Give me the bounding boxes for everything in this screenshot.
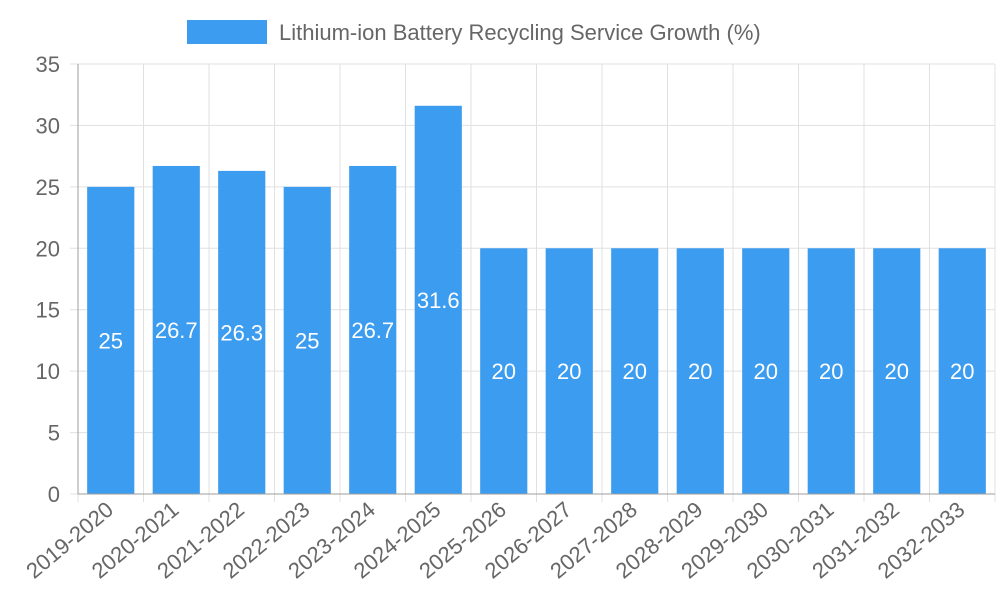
legend-label: Lithium-ion Battery Recycling Service Gr…: [279, 20, 761, 45]
y-tick-label: 35: [36, 52, 60, 77]
x-axis-ticks: 2019-20202020-20212021-20222022-20232023…: [21, 497, 969, 584]
data-label: 20: [819, 359, 843, 384]
bar: [611, 248, 659, 494]
data-label: 25: [295, 328, 319, 353]
bar: [545, 248, 593, 494]
data-label: 25: [99, 328, 123, 353]
data-label: 26.3: [220, 320, 263, 345]
data-label: 20: [623, 359, 647, 384]
y-tick-label: 20: [36, 236, 60, 261]
data-label: 20: [885, 359, 909, 384]
data-label: 20: [950, 359, 974, 384]
bar: [938, 248, 986, 494]
bars: [87, 105, 986, 495]
chart-legend: Lithium-ion Battery Recycling Service Gr…: [187, 20, 761, 45]
data-label: 31.6: [417, 288, 460, 313]
data-label: 20: [557, 359, 581, 384]
grid-lines: [70, 63, 996, 502]
bar: [218, 170, 266, 494]
bar: [807, 248, 855, 494]
data-labels: 25 26.7 26.3 25 26.7 31.6 20 20 20 20 20 20 20 20: [99, 288, 975, 384]
y-tick-label: 15: [36, 298, 60, 323]
y-axis-ticks: 0 5 10 15 20 25 30 35: [36, 52, 60, 507]
bar: [87, 186, 135, 494]
bar: [742, 248, 790, 494]
y-tick-label: 0: [48, 482, 60, 507]
bar: [152, 165, 200, 494]
data-label: 20: [688, 359, 712, 384]
y-tick-label: 30: [36, 113, 60, 138]
data-label: 20: [754, 359, 778, 384]
bar: [414, 105, 462, 495]
bar: [480, 248, 528, 494]
y-tick-label: 25: [36, 175, 60, 200]
data-label: 26.7: [155, 318, 198, 343]
bar: [349, 165, 397, 494]
data-label: 20: [492, 359, 516, 384]
y-tick-label: 10: [36, 359, 60, 384]
bar: [676, 248, 724, 494]
axes: [77, 64, 995, 495]
y-tick-label: 5: [48, 421, 60, 446]
legend-swatch: [187, 20, 267, 44]
bar: [873, 248, 921, 494]
bar: [283, 186, 331, 494]
data-label: 26.7: [351, 318, 394, 343]
